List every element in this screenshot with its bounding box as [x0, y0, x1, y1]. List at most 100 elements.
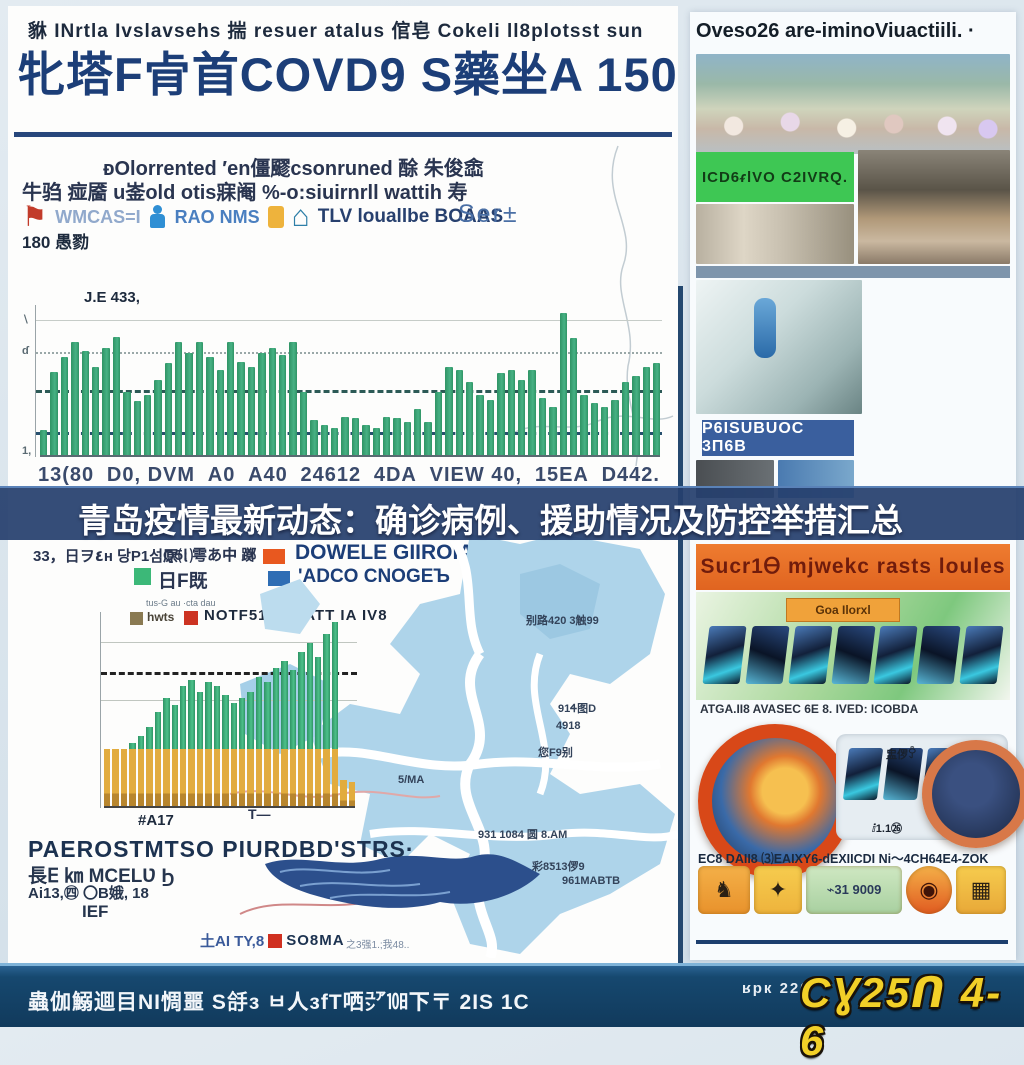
chart1-bar	[185, 353, 193, 455]
map-label: 91Ꮞ图D	[558, 703, 597, 715]
chart2-green-segment	[230, 703, 237, 749]
green-banner-label: ICD6ᵳlVO C2IVRQ.	[701, 168, 849, 186]
chart1-bar	[91, 367, 100, 455]
chart2-green-segment	[179, 686, 187, 749]
bottom-bar: 蟲伽鰯逥目NI惆噩 S㧱ɜ ㅂ㆟ɜfT哂㍐㏩㆘〒 2IS 1C ʁpк 220 …	[0, 963, 1024, 1064]
products-caption: ATGA.II8 AVASEC 6E 8. IVED: ICOBDA	[700, 702, 919, 716]
x-label: D0, DVM	[106, 464, 196, 486]
chart2-green-segment	[255, 677, 263, 749]
chart2-yellow-segment	[247, 749, 254, 806]
chart1-bar	[164, 363, 173, 455]
x-label: D442.	[601, 464, 660, 486]
chart1-bar	[445, 367, 453, 455]
headline-text: 青岛疫情最新动态：确诊病例、援助情况及防控举措汇总	[78, 502, 903, 539]
chart1-bar	[486, 400, 495, 455]
green-banner: ICD6ᵳlVO C2IVRQ.	[696, 152, 854, 202]
chart2-green-segment	[264, 682, 271, 749]
legend2-mid-text: Q5: 雩あ㆗ 躑	[163, 547, 257, 564]
chart1-bar	[143, 395, 152, 455]
legend2-left-text: 33，日ヲ٤н 당P1섬原⒧	[33, 548, 194, 565]
legend2-blue-label: 'ADCO CNOGEЪ	[298, 566, 450, 587]
legend-side-label: Ser±	[458, 200, 519, 228]
chart2-yellow-segment	[314, 749, 322, 806]
y-tick: 1,	[22, 445, 32, 457]
gridline	[36, 320, 662, 321]
masthead-kicker: 貅 INrtla Ivslavsehs 揣 resuer atalus 倌皂 C…	[28, 21, 644, 42]
red-line-text-2: SO8MA	[286, 932, 345, 949]
devices-small-label: 盅㑩ꎣ	[886, 749, 917, 761]
y-tick: ∖	[22, 314, 30, 326]
products-panel: Goa Ilorxl	[696, 592, 1010, 700]
chart1-bar	[50, 372, 58, 455]
photo-sidebar-panel: Oveso26 are-iminoViuactiili. · ICD6ᵳlVO …	[690, 12, 1024, 960]
daily-cases-bar-chart: J.E 433, ∖ ɗ 1,	[22, 289, 662, 457]
chart2-yellow-segment	[163, 749, 170, 806]
legend2-tiny-notes: tus-G au ·cta dau	[146, 598, 216, 608]
measure-icon-tile-wide: ⌁31 9009	[806, 866, 902, 914]
legend2-orange-label: DOWELE GIIROIAN7	[295, 541, 501, 564]
chart2-bar	[289, 670, 297, 806]
chart2-yellow-segment	[171, 749, 178, 806]
chart1-bar	[227, 342, 235, 455]
chart1-bar	[133, 401, 141, 455]
chart1-bar	[362, 425, 370, 455]
chart1-bar	[310, 420, 318, 455]
y-tick: ɗ	[22, 345, 29, 357]
product-image	[702, 626, 747, 684]
devices-small-label-2: ⅈ1.1㉖	[872, 823, 903, 835]
headline-banner: 青岛疫情最新动态：确诊病例、援助情况及防控举措汇总	[0, 486, 1024, 540]
chart2-yellow-segment	[120, 749, 128, 806]
chart2-bar	[298, 652, 305, 806]
trend-stacked-bar-chart	[100, 612, 357, 808]
chart2-bar	[272, 668, 280, 806]
map-label: 彩8Ƽ13㑩9	[532, 861, 585, 873]
photo-bedding	[866, 416, 1010, 494]
chart2-yellow-segment	[129, 749, 136, 806]
chart2-bar	[306, 643, 313, 806]
x-label: 4DA	[373, 464, 417, 486]
legend2-brown-label: hwts	[147, 610, 175, 624]
chart1-bar	[476, 395, 484, 455]
chart1-bar	[299, 392, 308, 455]
gridline	[101, 672, 357, 675]
chart1-bar	[434, 392, 443, 455]
chart2-yellow-segment	[331, 749, 339, 806]
photo-supply-boxes	[696, 204, 854, 264]
chart2-yellow-segment	[222, 749, 229, 806]
orange-banner: Sucr1Ꮎ mjwekc rasts loules	[696, 544, 1010, 590]
chart2-green-segment	[205, 682, 212, 749]
photo-people-indoors	[858, 150, 1010, 264]
gridline	[101, 700, 357, 701]
chart2-bar	[205, 682, 212, 806]
notes-red-line: 土AI TY,8 SO8MA	[200, 930, 345, 951]
chart1-bar	[517, 380, 526, 455]
photo-crowd-outdoors	[696, 54, 1010, 154]
notes-line-4: IEF	[82, 902, 109, 921]
chart1-bar	[206, 357, 214, 455]
notes-line-3: Ai13,㊃ 〇B娥, 18	[28, 885, 149, 902]
chart1-bar	[330, 428, 339, 455]
chart1-bar	[507, 370, 515, 455]
red-marker-icon	[268, 933, 283, 948]
chart2-green-segment	[222, 695, 229, 749]
chart2-green-segment	[196, 692, 204, 749]
chart2-yellow-segment	[213, 749, 221, 806]
product-image	[959, 626, 1004, 684]
chart1-bar	[341, 417, 349, 455]
red-swatch	[184, 611, 198, 625]
product-image-row	[702, 626, 1004, 684]
chart2-yellow-segment	[340, 780, 347, 806]
chart2-bar	[331, 622, 339, 806]
chart1-bar	[268, 348, 276, 455]
chart1-bar	[102, 348, 110, 455]
red-line-text: 土AI TY,8	[200, 933, 265, 950]
chart2-bar	[323, 634, 330, 806]
chart2-green-segment	[213, 686, 221, 749]
chart2-yellow-segment	[205, 749, 212, 806]
chart1-bar	[278, 355, 287, 455]
chart1-bar	[455, 370, 464, 455]
chart2-green-segment	[314, 657, 322, 749]
map-label: 931 1084 圆 8.AM	[478, 829, 568, 841]
chart1-bar	[154, 380, 162, 455]
chart1-bar	[528, 370, 536, 455]
